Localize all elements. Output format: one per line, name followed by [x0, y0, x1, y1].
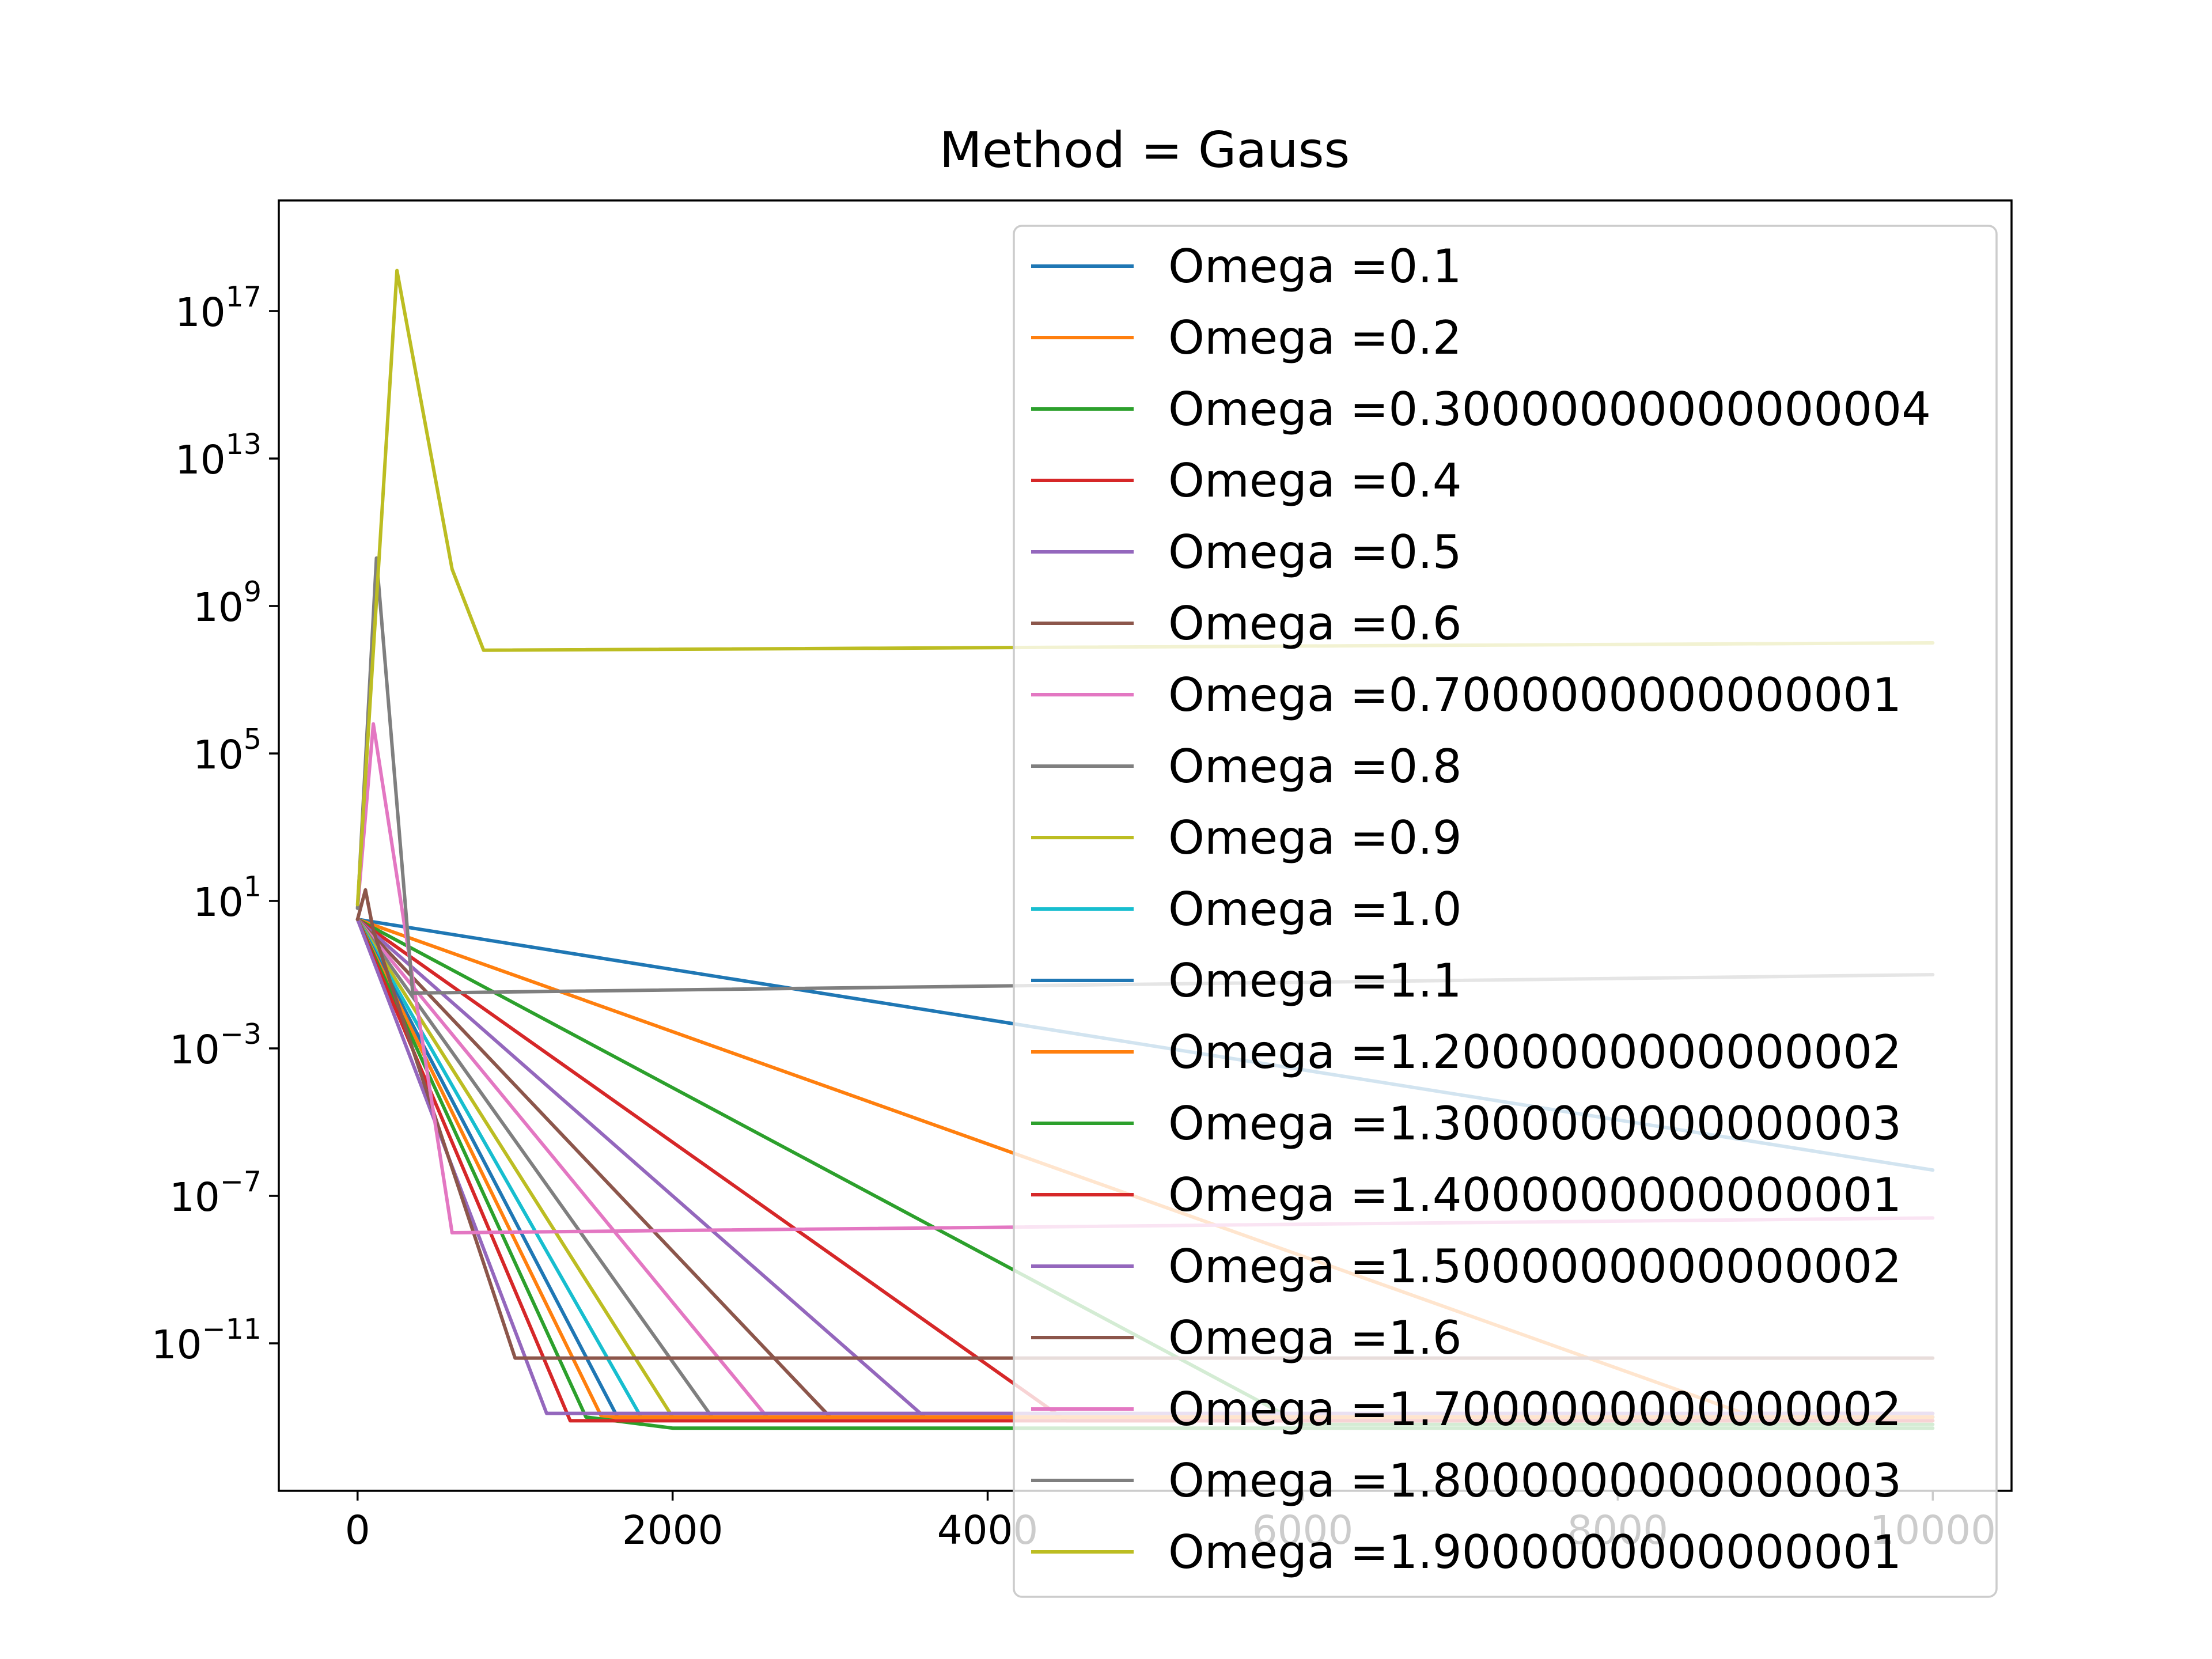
legend-label-12: Omega =1.2000000000000002 [1168, 1025, 1902, 1079]
legend-label-6: Omega =0.6 [1168, 597, 1462, 650]
series-line-16 [355, 888, 1935, 1360]
legend-label-5: Omega =0.5 [1168, 525, 1462, 579]
legend-label-7: Omega =0.7000000000000001 [1168, 668, 1902, 722]
legend-label-17: Omega =1.7000000000000002 [1168, 1382, 1902, 1436]
legend-label-3: Omega =0.30000000000000004 [1168, 382, 1931, 436]
legend-label-4: Omega =0.4 [1168, 454, 1462, 507]
legend-label-10: Omega =1.0 [1168, 882, 1462, 936]
legend-label-1: Omega =0.1 [1168, 240, 1462, 293]
legend-label-11: Omega =1.1 [1168, 954, 1462, 1007]
y-axis: 1017 1013 109 105 101 10−3 10−7 10−11 [151, 281, 279, 1368]
legend-label-8: Omega =0.8 [1168, 740, 1462, 793]
x-tick-label-1: 0 [345, 1508, 370, 1554]
y-tick-label-2: 1013 [175, 428, 262, 483]
legend-label-14: Omega =1.4000000000000001 [1168, 1168, 1902, 1222]
legend-label-9: Omega =0.9 [1168, 811, 1462, 865]
legend-label-16: Omega =1.6 [1168, 1311, 1462, 1365]
legend-label-19: Omega =1.9000000000000001 [1168, 1525, 1902, 1579]
y-tick-label-5: 101 [193, 870, 262, 926]
y-tick-label-1: 1017 [175, 281, 262, 336]
y-tick-label-4: 105 [193, 723, 262, 778]
x-tick-label-2: 2000 [622, 1508, 724, 1554]
y-tick-label-8: 10−11 [151, 1313, 262, 1368]
legend: Omega =0.1 Omega =0.2 Omega =0.30000000000… [1013, 225, 1998, 1598]
y-tick-label-7: 10−7 [169, 1165, 262, 1221]
legend-label-13: Omega =1.3000000000000003 [1168, 1097, 1902, 1150]
chart-title: Method = Gauss [940, 122, 1350, 179]
series-line-19 [355, 268, 1935, 907]
legend-label-15: Omega =1.5000000000000002 [1168, 1240, 1902, 1293]
legend-label-2: Omega =0.2 [1168, 311, 1462, 365]
legend-label-18: Omega =1.8000000000000003 [1168, 1454, 1902, 1508]
y-tick-label-6: 10−3 [169, 1018, 262, 1073]
legend-box [1013, 225, 1998, 1598]
y-tick-label-3: 109 [193, 575, 262, 631]
